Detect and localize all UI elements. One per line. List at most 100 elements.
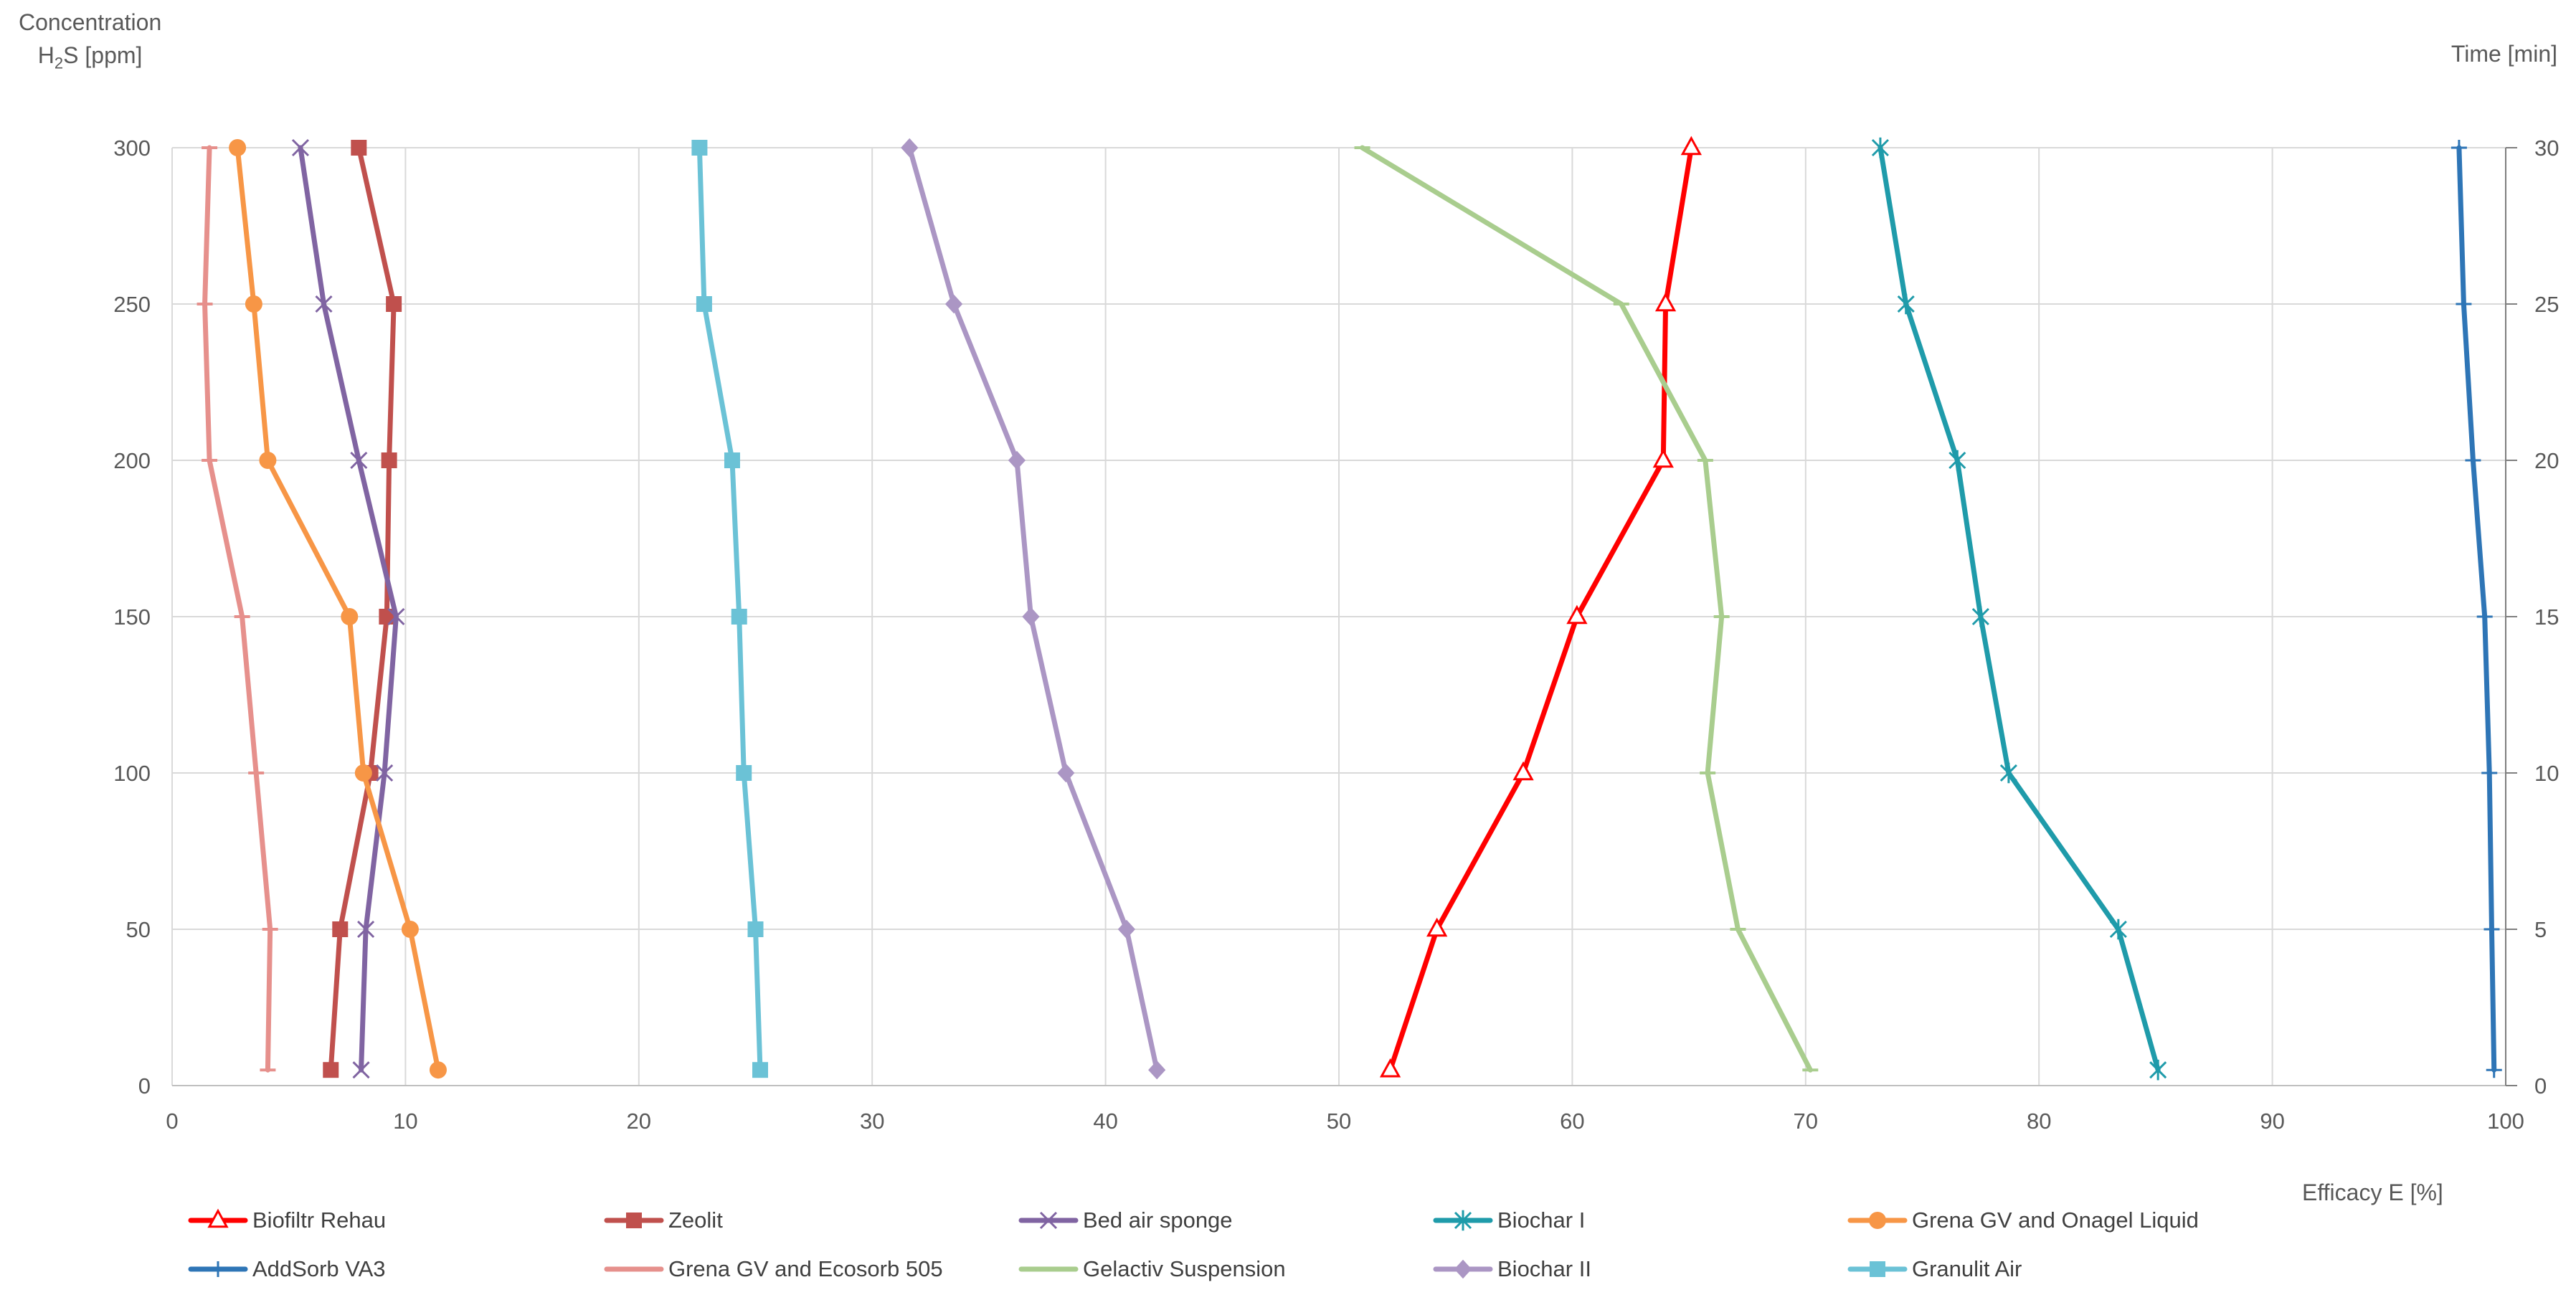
data-point [944, 294, 963, 314]
data-point [291, 138, 310, 157]
data-point [357, 920, 375, 939]
data-point [901, 138, 919, 158]
legend-swatch [604, 1213, 664, 1228]
series-biochar-ii [901, 138, 1166, 1080]
right-tick-label: 0 [2534, 1073, 2547, 1098]
y-tick-label: 200 [113, 448, 151, 473]
right-tick-label: 10 [2534, 761, 2559, 786]
grid-lines [171, 147, 2506, 1086]
legend-item: AddSorb VA3 [188, 1248, 386, 1291]
legend-label: Bed air sponge [1083, 1207, 1233, 1233]
data-point [1971, 606, 1989, 627]
data-point [429, 1061, 447, 1079]
data-point [1654, 292, 1677, 312]
data-point [1897, 293, 1915, 315]
legend-swatch [1433, 1259, 1493, 1279]
data-point [2465, 452, 2481, 468]
legend-swatch [1018, 1266, 1079, 1272]
right-tick-label: 25 [2534, 292, 2559, 317]
series-line [906, 145, 1160, 1073]
data-point [376, 764, 394, 782]
legend-item: Bed air sponge [1018, 1199, 1233, 1242]
data-point [1117, 919, 1135, 939]
series-bed-air-sponge [291, 138, 405, 1079]
legend-item: Grena GV and Ecosorb 505 [604, 1248, 943, 1291]
right-axis-title: Time [min] [2450, 41, 2557, 67]
y-tick-label: 100 [113, 761, 151, 786]
x-tick-label: 70 [1794, 1109, 1818, 1134]
data-point [352, 1061, 370, 1079]
legend-label: Biochar I [1497, 1207, 1586, 1233]
data-point [381, 452, 397, 468]
x-tick-label: 10 [393, 1109, 417, 1134]
data-point [731, 609, 747, 625]
data-point [354, 764, 372, 782]
legend-label: Biochar II [1497, 1256, 1591, 1281]
series-granulit-air [691, 140, 769, 1078]
data-point [752, 1062, 769, 1078]
data-point [1454, 1210, 1472, 1231]
data-point [332, 921, 349, 937]
right-tick-label: 15 [2534, 604, 2559, 630]
right-tick-label: 5 [2534, 917, 2547, 942]
x-axis-title: Efficacy E [%] [2302, 1180, 2443, 1205]
y-title-suffix: S [ppm] [63, 42, 143, 68]
series-line [202, 145, 273, 1073]
data-point [341, 608, 359, 625]
data-point [2481, 765, 2498, 781]
data-point [351, 140, 367, 156]
x-tick-label: 50 [1327, 1109, 1351, 1134]
y-tick-label: 0 [138, 1073, 151, 1098]
series-line [2456, 145, 2497, 1073]
legend-swatch [1847, 1212, 1908, 1229]
data-point [1999, 762, 2017, 784]
x-tick-label: 100 [2487, 1109, 2524, 1134]
x-tick-label: 90 [2260, 1109, 2284, 1134]
series-grena-gv-and-onagel-liquid [229, 139, 447, 1079]
y-title-subscript: 2 [54, 54, 64, 72]
data-point [724, 452, 740, 468]
series-zeolit [323, 140, 402, 1078]
legend-label: AddSorb VA3 [252, 1256, 386, 1281]
data-point [1948, 450, 1966, 471]
data-point [1426, 917, 1448, 937]
legend-swatch [188, 1208, 248, 1228]
data-point [315, 295, 333, 313]
data-point [2476, 609, 2493, 625]
data-point [736, 765, 752, 781]
legend-item: Biochar I [1433, 1199, 1585, 1242]
legend-item: Zeolit [604, 1199, 723, 1242]
legend-swatch [1433, 1210, 1493, 1231]
right-tick-label: 20 [2534, 448, 2559, 473]
legend-swatch [1847, 1261, 1908, 1277]
y-tick-label: 50 [126, 917, 151, 942]
legend-label: Grena GV and Ecosorb 505 [668, 1256, 943, 1281]
data-point [2109, 919, 2127, 940]
data-point [207, 1208, 229, 1228]
legend-swatch [188, 1261, 248, 1277]
right-tick-label: 30 [2534, 136, 2559, 161]
y-tick-label: 300 [113, 136, 151, 161]
y-axis-title: Concentration H2S [ppm] [19, 6, 161, 80]
series-biochar-i [1871, 137, 2167, 1081]
data-point [210, 1261, 226, 1277]
legend-swatch [1018, 1211, 1079, 1230]
legend-label: Granulit Air [1912, 1256, 2022, 1281]
data-point [323, 1062, 339, 1078]
x-tick-label: 0 [166, 1109, 178, 1134]
legend-label: Grena GV and Onagel Liquid [1912, 1207, 2199, 1233]
data-point [1057, 763, 1075, 783]
data-point [691, 140, 708, 156]
legend-label: Biofiltr Rehau [252, 1207, 387, 1233]
data-point [350, 451, 368, 470]
data-point [1379, 1058, 1401, 1078]
data-point [1454, 1259, 1472, 1279]
legend-label: Zeolit [668, 1207, 723, 1233]
data-point [1148, 1060, 1166, 1080]
series-biofiltr-rehau [1379, 136, 1702, 1078]
y-title-prefix: H [37, 42, 55, 68]
series-addsorb-va3 [2450, 140, 2502, 1078]
data-point [1566, 604, 1588, 625]
y-axis-title-line1: Concentration [19, 9, 162, 35]
